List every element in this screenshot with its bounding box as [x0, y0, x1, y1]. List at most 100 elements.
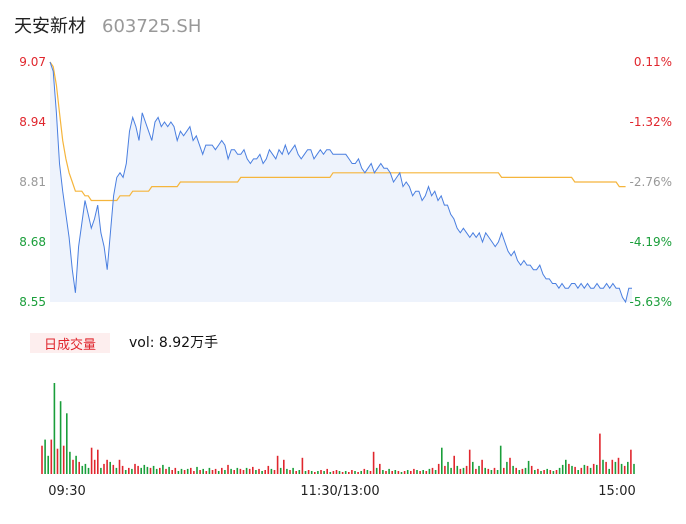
volume-bar: [109, 461, 111, 474]
volume-bar: [481, 459, 483, 474]
volume-bar: [87, 467, 90, 474]
volume-bar: [608, 468, 610, 474]
volume-bar: [183, 470, 186, 474]
volume-bar: [568, 463, 570, 474]
volume-bar: [620, 463, 623, 474]
volume-bar: [103, 463, 105, 474]
volume-bar: [261, 471, 263, 474]
volume-bar: [605, 461, 607, 474]
volume-bar: [459, 468, 462, 474]
volume-bar: [174, 467, 177, 474]
volume-bar: [534, 470, 536, 474]
volume-bar: [273, 470, 276, 474]
volume-bar: [478, 465, 480, 474]
volume-bar: [394, 470, 397, 474]
volume-bar: [453, 455, 455, 474]
volume-bar: [317, 471, 319, 474]
volume-bar: [208, 467, 211, 474]
volume-bar: [450, 467, 452, 474]
volume-bar: [574, 466, 576, 474]
volume-bar: [224, 470, 226, 474]
volume-bar: [329, 472, 332, 474]
volume-bar: [295, 471, 297, 474]
volume-bar: [320, 470, 322, 474]
volume-bar: [530, 465, 533, 474]
volume-bar: [577, 470, 579, 474]
volume-bar: [521, 468, 524, 474]
volume-bar: [580, 467, 583, 474]
pct-tick-label: -4.19%: [630, 235, 672, 249]
price-tick-label: 8.55: [19, 295, 46, 309]
volume-bar: [84, 463, 87, 474]
volume-bar: [468, 449, 471, 474]
volume-bar: [304, 471, 307, 474]
volume-bar: [137, 465, 139, 474]
volume-bar: [53, 383, 56, 474]
pct-tick-label: 0.11%: [634, 55, 672, 69]
volume-bar: [118, 459, 121, 474]
volume-bar: [627, 461, 629, 474]
volume-bar: [552, 471, 555, 474]
volume-bar: [444, 465, 446, 474]
volume-bar: [555, 470, 558, 474]
volume-bar: [292, 467, 294, 474]
volume-bar: [115, 467, 118, 474]
volume-bar: [227, 464, 229, 474]
volume-bar: [344, 471, 347, 474]
volume-bar: [400, 472, 403, 474]
volume-bar: [279, 467, 282, 474]
volume-bar: [155, 468, 158, 474]
avg-price-line: [49, 61, 626, 202]
volume-bar: [310, 471, 313, 474]
volume-bar: [100, 467, 102, 474]
volume-bar: [375, 467, 378, 474]
volume-bar: [617, 457, 620, 474]
volume-bar: [50, 439, 53, 474]
volume-bar: [301, 457, 304, 474]
volume-bar: [66, 413, 68, 474]
volume-bar: [357, 472, 359, 474]
volume-bar: [314, 472, 316, 474]
volume-bar: [124, 470, 127, 474]
volume-bar: [168, 466, 170, 474]
volume-bar: [472, 461, 474, 474]
volume-bar: [121, 465, 124, 474]
volume-bar: [90, 447, 93, 474]
volume-bar: [360, 471, 362, 474]
price-line: [49, 61, 632, 304]
volume-bar: [81, 465, 84, 474]
volume-bar: [527, 460, 530, 474]
volume-bar: [434, 470, 437, 474]
volume-bar: [592, 463, 595, 474]
volume-bar: [202, 468, 204, 474]
volume-bar: [75, 455, 77, 474]
volume-bar: [599, 433, 601, 474]
volume-bar: [499, 445, 502, 474]
price-tick-label: 8.68: [19, 235, 46, 249]
volume-bar: [239, 468, 242, 474]
volume-bar: [233, 470, 235, 474]
volume-bar: [348, 472, 350, 474]
volume-label: vol: 8.92万手: [129, 335, 219, 351]
volume-bar: [93, 459, 96, 474]
volume-bar: [543, 470, 545, 474]
volume-bar: [78, 461, 80, 474]
volume-bar: [248, 468, 251, 474]
volume-bar: [242, 470, 245, 474]
volume-badge[interactable]: 日成交量: [30, 333, 110, 353]
volume-bar: [465, 465, 468, 474]
volume-bar: [614, 461, 617, 474]
volume-bar: [134, 463, 136, 474]
volume-bar: [326, 468, 328, 474]
volume-bar: [537, 468, 539, 474]
volume-bar: [565, 459, 567, 474]
volume-bar: [558, 467, 561, 474]
volume-bar: [493, 467, 496, 474]
volume-bar: [515, 467, 517, 474]
volume-bar: [546, 468, 548, 474]
volume-bar: [338, 471, 341, 474]
volume-bar: [177, 471, 180, 474]
volume-bar: [630, 449, 632, 474]
volume-bar: [341, 472, 344, 474]
volume-bar: [97, 449, 99, 474]
